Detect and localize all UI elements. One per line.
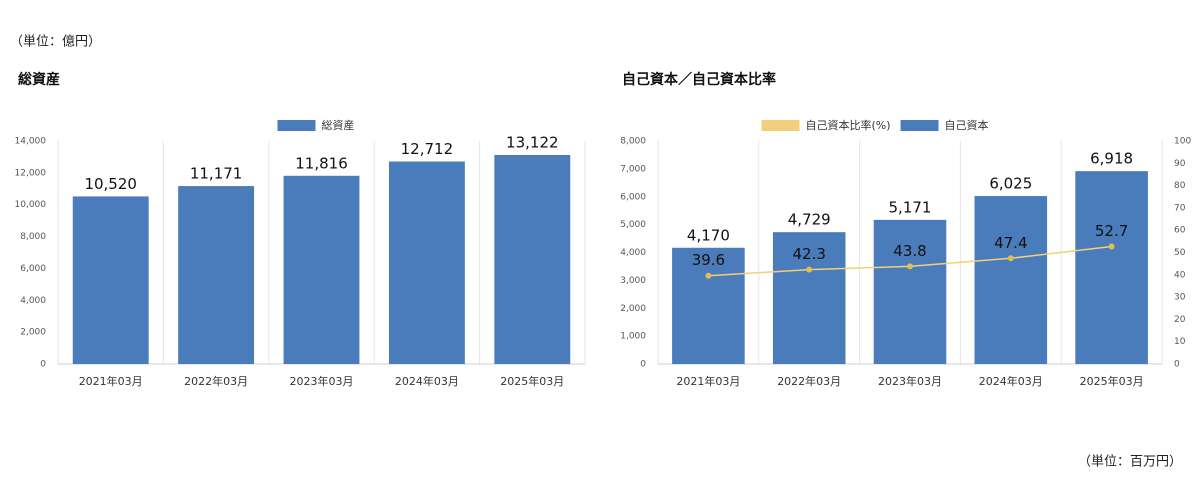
y2-tick-label: 0 [1174,360,1180,370]
y-tick-label: 14,000 [15,137,47,147]
x-tick-label: 2022年03月 [184,374,248,388]
legend-label: 自己資本比率(%) [805,118,890,132]
y2-tick-label: 50 [1174,248,1186,258]
bar [494,154,571,364]
line-marker [806,266,813,273]
y-tick-label: 1,000 [620,332,646,342]
data-label: 4,170 [687,226,730,244]
y2-tick-label: 10 [1174,337,1186,347]
y-tick-label: 6,000 [620,192,646,202]
data-label: 11,816 [295,154,348,172]
x-tick-label: 2024年03月 [979,374,1043,388]
x-tick-label: 2021年03月 [79,374,143,388]
line-marker [705,272,712,279]
y-tick-label: 7,000 [620,164,646,174]
bar [873,219,947,364]
data-label: 6,918 [1090,150,1133,168]
y-tick-label: 2,000 [20,328,46,338]
data-label: 5,171 [889,198,932,216]
bar [974,196,1048,364]
bar [672,247,745,364]
x-tick-label: 2023年03月 [878,374,942,388]
x-tick-label: 2024年03月 [395,374,459,388]
y-tick-label: 2,000 [620,304,646,314]
data-label: 47.4 [994,234,1027,252]
bar [178,186,255,364]
bar [1075,171,1148,364]
bar [72,196,149,364]
y-tick-label: 5,000 [620,220,646,230]
y2-tick-label: 70 [1174,203,1186,213]
y2-tick-label: 30 [1174,293,1186,303]
y-tick-label: 6,000 [20,264,46,274]
y-tick-label: 4,000 [620,248,646,258]
legend-swatch [277,120,316,131]
y-tick-label: 8,000 [20,232,46,242]
x-tick-label: 2022年03月 [777,374,841,388]
y-tick-label: 4,000 [20,296,46,306]
y2-tick-label: 60 [1174,226,1186,236]
bar [283,175,360,364]
chart-title: 自己資本／自己資本比率 [622,71,776,88]
unit-note: （単位：百万円） [1078,454,1182,470]
data-label: 52.7 [1095,222,1128,240]
y2-tick-label: 90 [1174,159,1186,169]
data-label: 42.3 [792,245,825,263]
data-label: 11,171 [190,165,243,183]
y2-tick-label: 100 [1174,137,1191,147]
chart-title: 総資産 [18,71,60,88]
legend-label: 総資産 [322,118,355,132]
y2-tick-label: 40 [1174,270,1186,280]
y-tick-label: 0 [40,360,46,370]
data-label: 43.8 [893,242,926,260]
line-marker [1108,243,1115,250]
x-tick-label: 2025年03月 [1080,374,1144,388]
data-label: 39.6 [692,251,725,269]
y-tick-label: 0 [640,360,646,370]
bar [772,232,846,364]
data-label: 13,122 [506,133,559,151]
x-tick-label: 2023年03月 [290,374,354,388]
line-marker [1007,255,1014,262]
data-label: 6,025 [989,175,1032,193]
y-tick-label: 10,000 [15,200,47,210]
data-label: 12,712 [401,140,454,158]
legend-swatch [900,120,939,131]
data-label: 10,520 [84,175,137,193]
legend-label: 自己資本 [945,118,989,132]
unit-note: （単位：億円） [10,34,101,50]
data-label: 4,729 [788,211,831,229]
line-marker [907,263,913,270]
y-tick-label: 3,000 [620,276,646,286]
y-tick-label: 8,000 [620,137,646,147]
y2-tick-label: 80 [1174,181,1186,191]
x-tick-label: 2021年03月 [676,374,740,388]
legend-swatch [761,120,800,131]
y-tick-label: 12,000 [15,168,47,178]
y2-tick-label: 20 [1174,315,1186,325]
x-tick-label: 2025年03月 [500,374,564,388]
bar [388,161,465,364]
